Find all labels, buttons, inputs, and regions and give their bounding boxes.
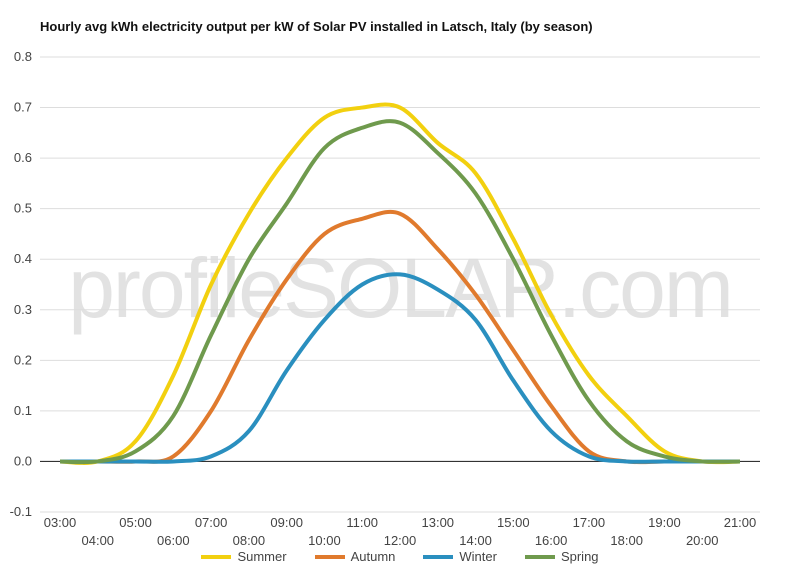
x-tick-label: 14:00: [459, 533, 492, 548]
series-line-winter: [60, 272, 740, 464]
legend-label: Spring: [560, 549, 599, 564]
x-tick-label: 15:00: [497, 515, 530, 530]
series-line-spring: [59, 119, 741, 465]
y-tick-label: 0.5: [14, 201, 32, 216]
y-tick-label: 0.8: [14, 49, 32, 64]
y-tick-label: 0.4: [14, 251, 32, 266]
x-tick-label: 19:00: [648, 515, 681, 530]
x-tick-label: 06:00: [157, 533, 190, 548]
y-axis: -0.1 0.0 0.1 0.2 0.3 0.4 0.5 0.6 0.7 0.8: [10, 49, 32, 519]
y-tick-label: 0.3: [14, 302, 32, 317]
x-tick-label: 05:00: [119, 515, 152, 530]
legend-item-spring[interactable]: Spring: [524, 549, 599, 564]
x-tick-label: 03:00: [44, 515, 77, 530]
x-tick-label: 13:00: [422, 515, 455, 530]
x-tick-label: 17:00: [573, 515, 606, 530]
x-tick-label: 04:00: [82, 533, 115, 548]
x-tick-label: 20:00: [686, 533, 719, 548]
y-tick-label: 0.2: [14, 352, 32, 367]
legend-swatch: [423, 554, 454, 559]
legend-swatch: [524, 554, 555, 559]
x-tick-label: 09:00: [270, 515, 303, 530]
legend-label: Autumn: [350, 549, 396, 564]
x-tick-label: 18:00: [610, 533, 643, 548]
legend-swatch: [201, 554, 232, 559]
y-tick-label: 0.0: [14, 453, 32, 468]
chart-title: Hourly avg kWh electricity output per kW…: [40, 19, 593, 34]
y-tick-label: 0.7: [14, 100, 32, 115]
legend-label: Winter: [459, 549, 497, 564]
x-tick-label: 12:00: [384, 533, 417, 548]
legend-item-winter[interactable]: Winter: [423, 549, 497, 564]
grid-layer: [40, 56, 760, 513]
legend-label: Summer: [237, 549, 287, 564]
series-line-summer: [59, 102, 741, 465]
x-tick-label: 10:00: [308, 533, 341, 548]
y-tick-label: 0.1: [14, 403, 32, 418]
y-tick-label: -0.1: [10, 504, 32, 519]
x-axis: 03:00 04:00 05:00 06:00 07:00 08:00 09:00 10:00…: [44, 515, 757, 548]
y-tick-label: 0.6: [14, 150, 32, 165]
x-tick-label: 16:00: [535, 533, 568, 548]
series-layer: [59, 102, 741, 465]
x-tick-label: 21:00: [724, 515, 757, 530]
legend: Summer Autumn Winter Spring: [0, 549, 800, 564]
x-tick-label: 08:00: [233, 533, 266, 548]
series-line-autumn: [60, 209, 740, 465]
legend-item-summer[interactable]: Summer: [201, 549, 287, 564]
legend-swatch: [314, 554, 345, 559]
legend-item-autumn[interactable]: Autumn: [314, 549, 396, 564]
watermark-logo: profileSOLAR.com: [68, 241, 734, 335]
x-tick-label: 07:00: [195, 515, 228, 530]
x-tick-label: 11:00: [346, 515, 378, 530]
